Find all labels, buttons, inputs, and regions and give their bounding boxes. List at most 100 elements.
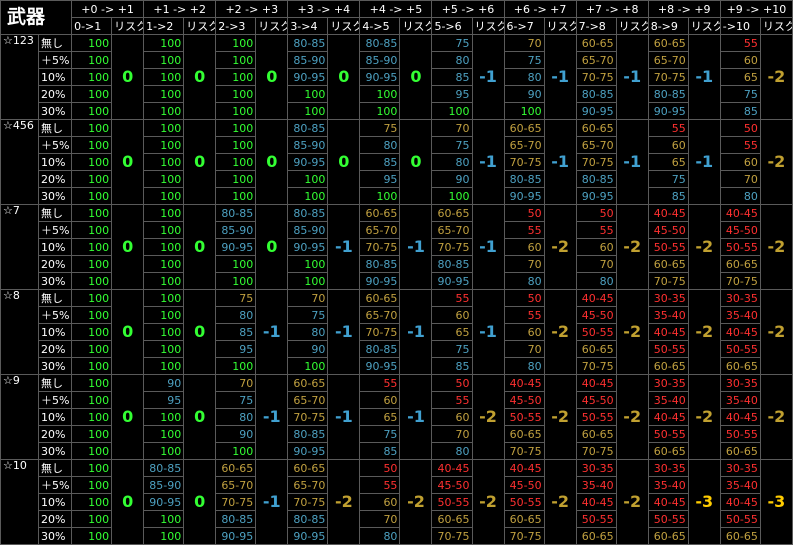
success-rate-cell: 80-85 <box>143 459 185 477</box>
success-rate-cell: 100 <box>71 238 113 256</box>
success-rate-cell: 90-95 <box>215 527 257 545</box>
risk-value: -2 <box>687 374 721 460</box>
success-rate-cell: 60-65 <box>647 527 689 545</box>
risk-value: 0 <box>183 289 217 375</box>
step-subheader: 5->6 <box>431 17 473 35</box>
success-rate-cell: 100 <box>215 442 257 460</box>
success-rate-cell: 100 <box>71 255 113 273</box>
step-header: +2 -> +3 <box>215 0 289 18</box>
table-title: 武器 <box>0 0 73 35</box>
success-rate-cell: 65-70 <box>575 51 617 69</box>
success-rate-cell: 85 <box>431 68 473 86</box>
success-rate-cell: 100 <box>143 68 185 86</box>
success-rate-cell: 55 <box>431 391 473 409</box>
rarity-label: ☆9 <box>0 374 40 460</box>
success-rate-cell: 100 <box>143 527 185 545</box>
success-rate-cell: 60 <box>719 153 761 171</box>
table-row: ☆9 無し 100 0 90 0 70 -1 60-65 -1 55 -1 50 -2 40-45 -2 40-… <box>0 374 793 460</box>
success-rate-cell: 100 <box>71 170 113 188</box>
risk-header: リスク <box>543 17 577 35</box>
success-rate-cell: 100 <box>143 136 185 154</box>
success-rate-cell: 40-45 <box>503 459 545 477</box>
risk-value: -2 <box>327 459 361 545</box>
risk-value: -2 <box>615 204 649 290</box>
success-rate-cell: 50 <box>431 374 473 392</box>
success-rate-cell: 100 <box>71 374 113 392</box>
bonus-level-label: 10% <box>38 323 73 341</box>
bonus-level-label: ＋5% <box>38 136 73 154</box>
success-rate-cell: 100 <box>71 187 113 205</box>
success-rate-cell: 85 <box>431 357 473 375</box>
success-rate-cell: 55 <box>431 289 473 307</box>
risk-value: -1 <box>687 34 721 120</box>
success-rate-cell: 100 <box>143 204 185 222</box>
success-rate-cell: 100 <box>287 187 329 205</box>
bonus-level-label: 10% <box>38 238 73 256</box>
risk-value: -1 <box>255 374 289 460</box>
success-rate-cell: 70-75 <box>575 68 617 86</box>
success-rate-cell: 80 <box>503 357 545 375</box>
success-rate-cell: 70 <box>575 255 617 273</box>
success-rate-cell: 100 <box>143 34 185 52</box>
success-rate-cell: 80-85 <box>287 34 329 52</box>
success-rate-cell: 35-40 <box>719 476 761 494</box>
bonus-level-label: 20% <box>38 85 73 103</box>
success-rate-cell: 60-65 <box>719 527 761 545</box>
success-rate-cell: 65-70 <box>359 306 401 324</box>
success-rate-cell: 75 <box>503 51 545 69</box>
risk-value: 0 <box>327 34 361 120</box>
success-rate-cell: 35-40 <box>647 476 689 494</box>
risk-value: -2 <box>759 289 793 375</box>
success-rate-cell: 100 <box>215 34 257 52</box>
risk-value: -3 <box>687 459 721 545</box>
bonus-level-label: 30% <box>38 187 73 205</box>
success-rate-cell: 50 <box>503 204 545 222</box>
success-rate-cell: 100 <box>287 255 329 273</box>
success-rate-cell: 100 <box>71 34 113 52</box>
success-rate-cell: 100 <box>71 340 113 358</box>
step-subheader: 4->5 <box>359 17 401 35</box>
success-rate-cell: 60 <box>431 306 473 324</box>
success-rate-cell: 100 <box>71 85 113 103</box>
risk-value: -2 <box>543 289 577 375</box>
success-rate-cell: 95 <box>359 170 401 188</box>
success-rate-cell: 70-75 <box>575 357 617 375</box>
risk-value: -1 <box>399 204 433 290</box>
risk-value: -1 <box>471 289 505 375</box>
success-rate-cell: 100 <box>215 170 257 188</box>
success-rate-cell: 60-65 <box>575 34 617 52</box>
risk-value: -2 <box>687 289 721 375</box>
success-rate-cell: 30-35 <box>647 459 689 477</box>
success-rate-cell: 90 <box>215 425 257 443</box>
step-header: +1 -> +2 <box>143 0 217 18</box>
success-rate-cell: 60-65 <box>647 34 689 52</box>
success-rate-cell: 60 <box>575 238 617 256</box>
success-rate-cell: 100 <box>431 102 473 120</box>
success-rate-cell: 100 <box>71 153 113 171</box>
step-subheader: 2->3 <box>215 17 257 35</box>
risk-header: リスク <box>255 17 289 35</box>
success-rate-cell: 70-75 <box>431 238 473 256</box>
success-rate-cell: 40-45 <box>647 493 689 511</box>
success-rate-cell: 45-50 <box>431 476 473 494</box>
success-rate-cell: 90-95 <box>431 272 473 290</box>
success-rate-cell: 70-75 <box>647 272 689 290</box>
success-rate-cell: 60-65 <box>431 510 473 528</box>
risk-header: リスク <box>615 17 649 35</box>
success-rate-cell: 45-50 <box>647 221 689 239</box>
success-rate-cell: 100 <box>143 510 185 528</box>
success-rate-cell: 70 <box>431 425 473 443</box>
risk-value: -2 <box>615 459 649 545</box>
success-rate-cell: 100 <box>143 85 185 103</box>
success-rate-cell: 100 <box>143 119 185 137</box>
risk-value: -1 <box>471 204 505 290</box>
success-rate-cell: 100 <box>215 68 257 86</box>
success-rate-cell: 60-65 <box>359 289 401 307</box>
success-rate-cell: 50-55 <box>647 340 689 358</box>
success-rate-cell: 100 <box>143 306 185 324</box>
success-rate-cell: 80 <box>719 187 761 205</box>
risk-value: -2 <box>471 459 505 545</box>
success-rate-cell: 100 <box>359 187 401 205</box>
success-rate-cell: 70-75 <box>359 323 401 341</box>
success-rate-cell: 75 <box>719 85 761 103</box>
